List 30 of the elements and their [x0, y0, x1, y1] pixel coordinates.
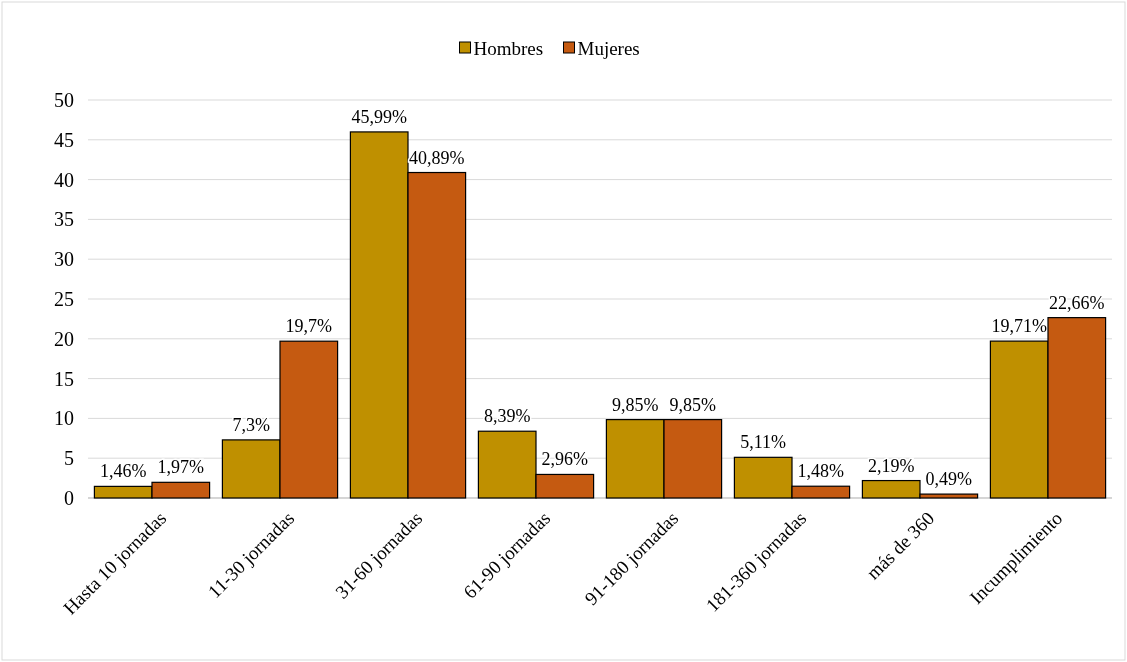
data-label: 0,49%	[925, 469, 973, 490]
legend-label: Mujeres	[577, 37, 640, 59]
data-label: 7,3%	[232, 414, 270, 435]
data-label: 1,97%	[157, 457, 205, 478]
data-label: 2,19%	[867, 455, 915, 476]
data-label: 5,11%	[740, 432, 787, 453]
data-label: 19,7%	[285, 316, 333, 337]
data-label: 22,66%	[1049, 292, 1105, 313]
legend-label: Hombres	[473, 37, 544, 59]
y-tick-label: 20	[54, 327, 74, 350]
y-tick-label: 25	[54, 288, 74, 310]
y-tick-label: 50	[54, 89, 74, 111]
y-tick-label: 45	[54, 128, 74, 151]
x-tick-label: más de 360	[862, 507, 939, 584]
data-label: 19,71%	[991, 316, 1047, 337]
data-label: 9,85%	[611, 394, 659, 415]
data-label: 1,48%	[797, 461, 845, 482]
data-label: 9,85%	[669, 394, 717, 415]
data-label: 8,39%	[483, 406, 531, 427]
y-tick-label: 0	[64, 487, 74, 509]
data-label: 40,89%	[409, 147, 465, 168]
data-label: 1,46%	[99, 461, 147, 482]
y-tick-label: 30	[54, 248, 74, 271]
y-tick-label: 40	[54, 168, 74, 191]
y-tick-label: 15	[54, 367, 74, 390]
y-tick-label: 5	[64, 447, 74, 470]
y-tick-label: 35	[54, 208, 74, 231]
data-label: 45,99%	[351, 106, 407, 127]
data-label: 2,96%	[541, 449, 589, 470]
y-tick-label: 10	[54, 407, 74, 430]
